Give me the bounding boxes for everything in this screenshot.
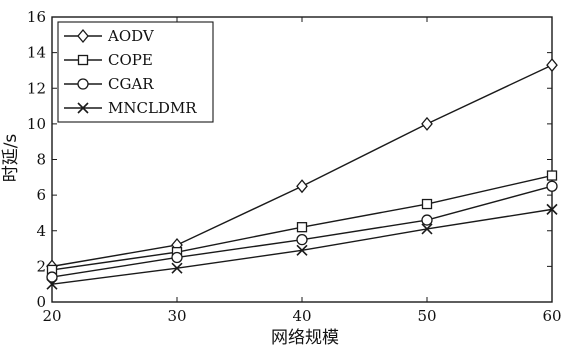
marker-circle (46, 271, 58, 283)
series-cgar (46, 180, 558, 283)
marker-circle (296, 234, 308, 246)
x-tick-label: 30 (167, 307, 186, 325)
legend-label: AODV (107, 27, 155, 45)
marker-diamond (77, 28, 89, 44)
marker-x (171, 262, 183, 274)
marker-x (546, 203, 558, 215)
marker-square (421, 198, 433, 210)
legend-item-mncldmr: MNCLDMR (64, 99, 197, 117)
legend-item-cope: COPE (64, 51, 153, 69)
x-tick-label: 60 (542, 307, 561, 325)
legend-item-cgar: CGAR (64, 75, 154, 93)
marker-square (77, 54, 89, 66)
series-line-mncldmr (51, 208, 553, 285)
marker-circle (77, 78, 89, 90)
y-tick-label: 10 (27, 115, 46, 133)
marker-x (46, 278, 58, 290)
x-tick-label: 50 (417, 307, 436, 325)
series-aodv (46, 58, 558, 274)
marker-circle (546, 180, 558, 192)
marker-circle (421, 214, 433, 226)
y-tick-label: 4 (36, 222, 46, 240)
marker-square (296, 222, 308, 233)
marker-square (546, 170, 558, 181)
y-tick-label: 6 (36, 186, 46, 204)
marker-diamond (421, 116, 433, 131)
y-tick-label: 12 (27, 79, 46, 97)
x-tick-label: 40 (292, 307, 311, 325)
series-mncldmr (46, 203, 558, 290)
y-tick-label: 0 (36, 293, 46, 311)
y-tick-label: 16 (27, 8, 46, 26)
marker-x (77, 102, 89, 114)
legend-label: MNCLDMR (108, 99, 197, 117)
legend: AODV COPE CGAR MNCLDMR (57, 21, 214, 123)
legend-label: CGAR (108, 75, 154, 93)
x-axis-label: 网络规模 (271, 328, 339, 348)
marker-diamond (296, 179, 308, 194)
x-tick-label: 20 (42, 307, 61, 325)
y-axis-label: 时延/s (1, 134, 21, 183)
marker-x-stroke (46, 278, 58, 290)
y-tick-label: 14 (27, 44, 46, 62)
marker-x-stroke (171, 262, 183, 274)
marker-x-stroke (546, 203, 558, 215)
marker-x (296, 244, 308, 256)
legend-label: COPE (108, 51, 153, 69)
marker-x-stroke (77, 102, 89, 114)
legend-item-aodv: AODV (64, 27, 155, 45)
y-tick-label: 2 (36, 257, 46, 275)
marker-x-stroke (296, 244, 308, 256)
series-layer (46, 58, 558, 290)
y-tick-label: 8 (36, 151, 46, 169)
marker-circle (171, 251, 183, 264)
marker-diamond (546, 58, 558, 73)
marker-x-stroke (421, 223, 433, 235)
marker-x (421, 223, 433, 235)
